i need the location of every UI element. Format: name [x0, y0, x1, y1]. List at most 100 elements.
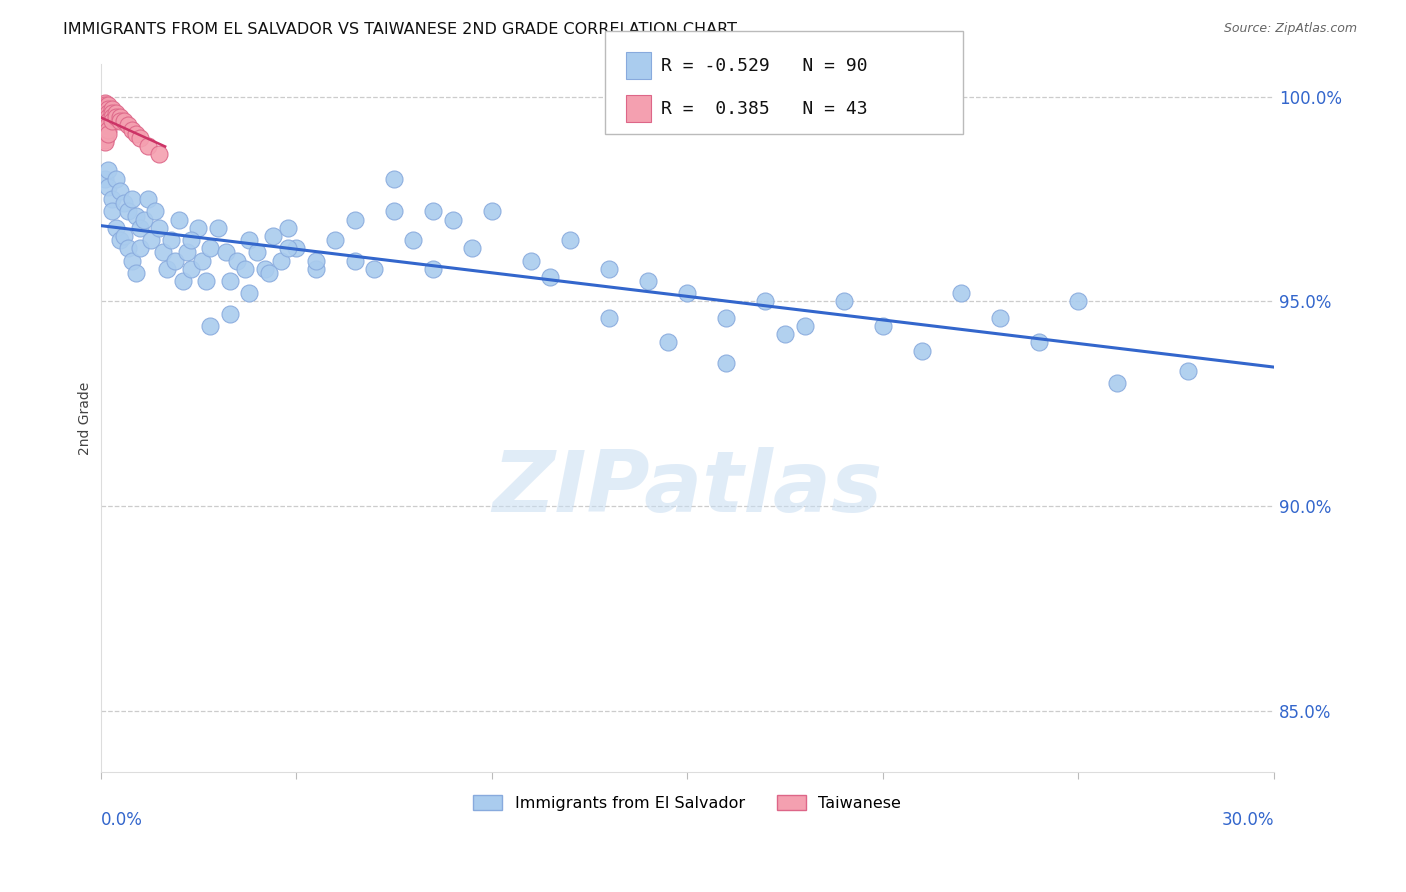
Point — [97, 102, 120, 116]
Point — [128, 220, 150, 235]
Point — [93, 95, 115, 110]
Point — [128, 241, 150, 255]
Point — [167, 212, 190, 227]
Point — [93, 108, 115, 122]
Point — [156, 261, 179, 276]
Point — [246, 245, 269, 260]
Point — [121, 253, 143, 268]
Point — [323, 233, 346, 247]
Point — [152, 245, 174, 260]
Point — [238, 286, 260, 301]
Point — [97, 119, 120, 133]
Point — [481, 204, 503, 219]
Point — [112, 114, 135, 128]
Point — [163, 253, 186, 268]
Point — [172, 274, 194, 288]
Point — [105, 220, 128, 235]
Point — [1107, 376, 1129, 391]
Point — [422, 261, 444, 276]
Point — [93, 122, 115, 136]
Point — [136, 192, 159, 206]
Point — [148, 220, 170, 235]
Point — [180, 261, 202, 276]
Point — [132, 212, 155, 227]
Point — [226, 253, 249, 268]
Point — [1028, 335, 1050, 350]
Point — [285, 241, 308, 255]
Point — [343, 253, 366, 268]
Point — [305, 253, 328, 268]
Point — [93, 120, 115, 135]
Point — [93, 106, 115, 120]
Point — [121, 122, 143, 136]
Point — [101, 106, 124, 120]
Point — [198, 318, 221, 333]
Text: ZIPatlas: ZIPatlas — [492, 448, 883, 531]
Point — [97, 106, 120, 120]
Point — [716, 310, 738, 325]
Point — [461, 241, 484, 255]
Point — [363, 261, 385, 276]
Text: Source: ZipAtlas.com: Source: ZipAtlas.com — [1223, 22, 1357, 36]
Point — [105, 171, 128, 186]
Point — [191, 253, 214, 268]
Point — [422, 204, 444, 219]
Point — [97, 127, 120, 141]
Point — [97, 163, 120, 178]
Point — [253, 261, 276, 276]
Point — [125, 127, 148, 141]
Point — [93, 130, 115, 145]
Point — [176, 245, 198, 260]
Point — [637, 274, 659, 288]
Point — [101, 204, 124, 219]
Point — [125, 266, 148, 280]
Point — [108, 114, 131, 128]
Point — [305, 261, 328, 276]
Point — [97, 122, 120, 136]
Point — [93, 116, 115, 130]
Point — [108, 184, 131, 198]
Point — [121, 192, 143, 206]
Point — [93, 133, 115, 147]
Point — [105, 106, 128, 120]
Text: R = -0.529   N = 90: R = -0.529 N = 90 — [661, 57, 868, 75]
Point — [93, 110, 115, 124]
Point — [598, 310, 620, 325]
Point — [180, 233, 202, 247]
Point — [97, 110, 120, 124]
Text: IMMIGRANTS FROM EL SALVADOR VS TAIWANESE 2ND GRADE CORRELATION CHART: IMMIGRANTS FROM EL SALVADOR VS TAIWANESE… — [63, 22, 737, 37]
Point — [257, 266, 280, 280]
Point — [97, 179, 120, 194]
Text: 30.0%: 30.0% — [1222, 811, 1274, 829]
Point — [343, 212, 366, 227]
Point — [93, 104, 115, 119]
Point — [382, 171, 405, 186]
Point — [402, 233, 425, 247]
Point — [598, 261, 620, 276]
Point — [911, 343, 934, 358]
Point — [773, 327, 796, 342]
Point — [538, 269, 561, 284]
Point — [988, 310, 1011, 325]
Point — [198, 241, 221, 255]
Point — [160, 233, 183, 247]
Point — [105, 110, 128, 124]
Point — [143, 204, 166, 219]
Point — [382, 204, 405, 219]
Point — [112, 196, 135, 211]
Point — [93, 119, 115, 133]
Point — [195, 274, 218, 288]
Point — [238, 233, 260, 247]
Point — [277, 220, 299, 235]
Point — [520, 253, 543, 268]
Text: R =  0.385   N = 43: R = 0.385 N = 43 — [661, 100, 868, 118]
Point — [101, 102, 124, 116]
Point — [141, 233, 163, 247]
Point — [93, 100, 115, 114]
Point — [108, 110, 131, 124]
Point — [93, 112, 115, 127]
Y-axis label: 2nd Grade: 2nd Grade — [79, 382, 93, 455]
Point — [136, 139, 159, 153]
Point — [558, 233, 581, 247]
Point — [93, 114, 115, 128]
